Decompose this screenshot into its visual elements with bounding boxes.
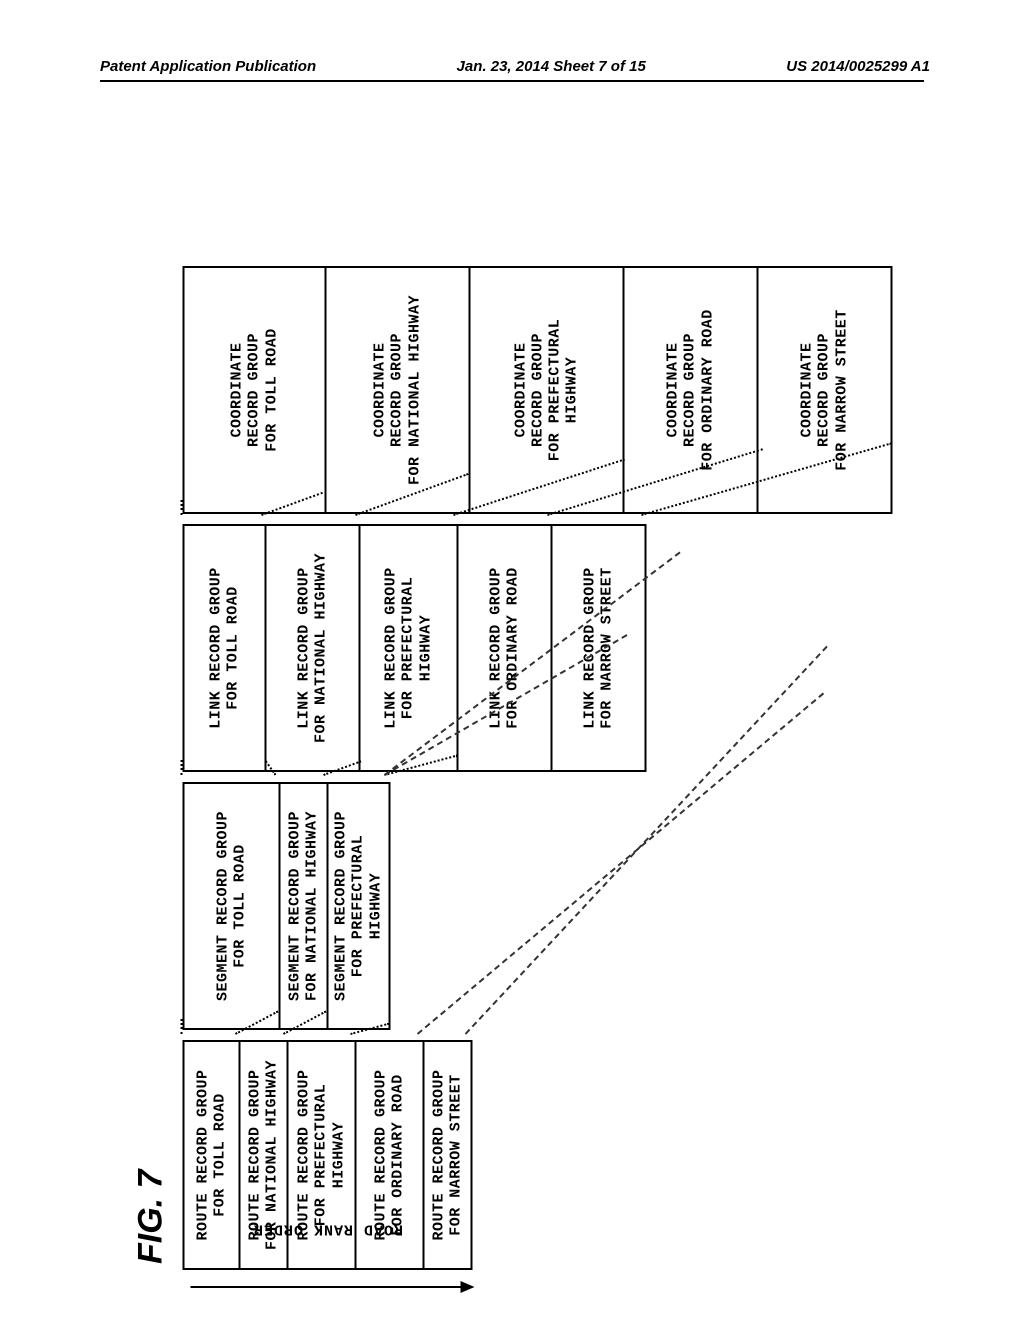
figure-content: FIG. 7 ROAD RANK ORDER ROUTE RECORD GROU… (132, 170, 893, 1270)
coord-cell: COORDINATE RECORD GROUP FOR TOLL ROAD (183, 266, 327, 514)
segment-cell: SEGMENT RECORD GROUP FOR TOLL ROAD (183, 782, 281, 1030)
link-cell: LINK RECORD GROUP FOR ORDINARY ROAD (459, 524, 553, 772)
rank-arrow (183, 1286, 473, 1288)
patent-header: Patent Application Publication Jan. 23, … (0, 58, 1024, 75)
coord-cell: COORDINATE RECORD GROUP FOR NATIONAL HIG… (327, 266, 471, 514)
diagram-grid: ROAD RANK ORDER ROUTE RECORD GROUP FOR T… (183, 170, 893, 1270)
coord-cell: COORDINATE RECORD GROUP FOR NARROW STREE… (759, 266, 893, 514)
link-cell: LINK RECORD GROUP FOR NATIONAL HIGHWAY (267, 524, 361, 772)
header-left: Patent Application Publication (100, 58, 316, 75)
arrow-shaft (191, 1286, 473, 1288)
arrow-head-icon (461, 1281, 475, 1293)
route-column: ROAD RANK ORDER ROUTE RECORD GROUP FOR T… (183, 1040, 893, 1270)
figure-label: FIG. 7 (132, 170, 171, 1264)
header-center: Jan. 23, 2014 Sheet 7 of 15 (457, 58, 646, 75)
link-cell: LINK RECORD GROUP FOR PREFECTURAL HIGHWA… (361, 524, 459, 772)
rank-label-wrap: ROAD RANK ORDER (183, 1154, 473, 1304)
link-column: LINK RECORD GROUP FOR TOLL ROADLINK RECO… (183, 524, 893, 772)
coord-cell: COORDINATE RECORD GROUP FOR ORDINARY ROA… (625, 266, 759, 514)
segment-cell: SEGMENT RECORD GROUP FOR PREFECTURAL HIG… (329, 782, 391, 1030)
link-cell: LINK RECORD GROUP FOR TOLL ROAD (183, 524, 267, 772)
header-rule (100, 80, 924, 82)
coord-cell: COORDINATE RECORD GROUP FOR PREFECTURAL … (471, 266, 625, 514)
header-right: US 2014/0025299 A1 (786, 58, 930, 75)
link-cell: LINK RECORD GROUP FOR NARROW STREET (553, 524, 647, 772)
coord-column: COORDINATE RECORD GROUP FOR TOLL ROADCOO… (183, 266, 893, 514)
rank-label: ROAD RANK ORDER (252, 1220, 402, 1237)
segment-cell: SEGMENT RECORD GROUP FOR NATIONAL HIGHWA… (281, 782, 329, 1030)
segment-column: SEGMENT RECORD GROUP FOR TOLL ROADSEGMEN… (183, 782, 893, 1030)
